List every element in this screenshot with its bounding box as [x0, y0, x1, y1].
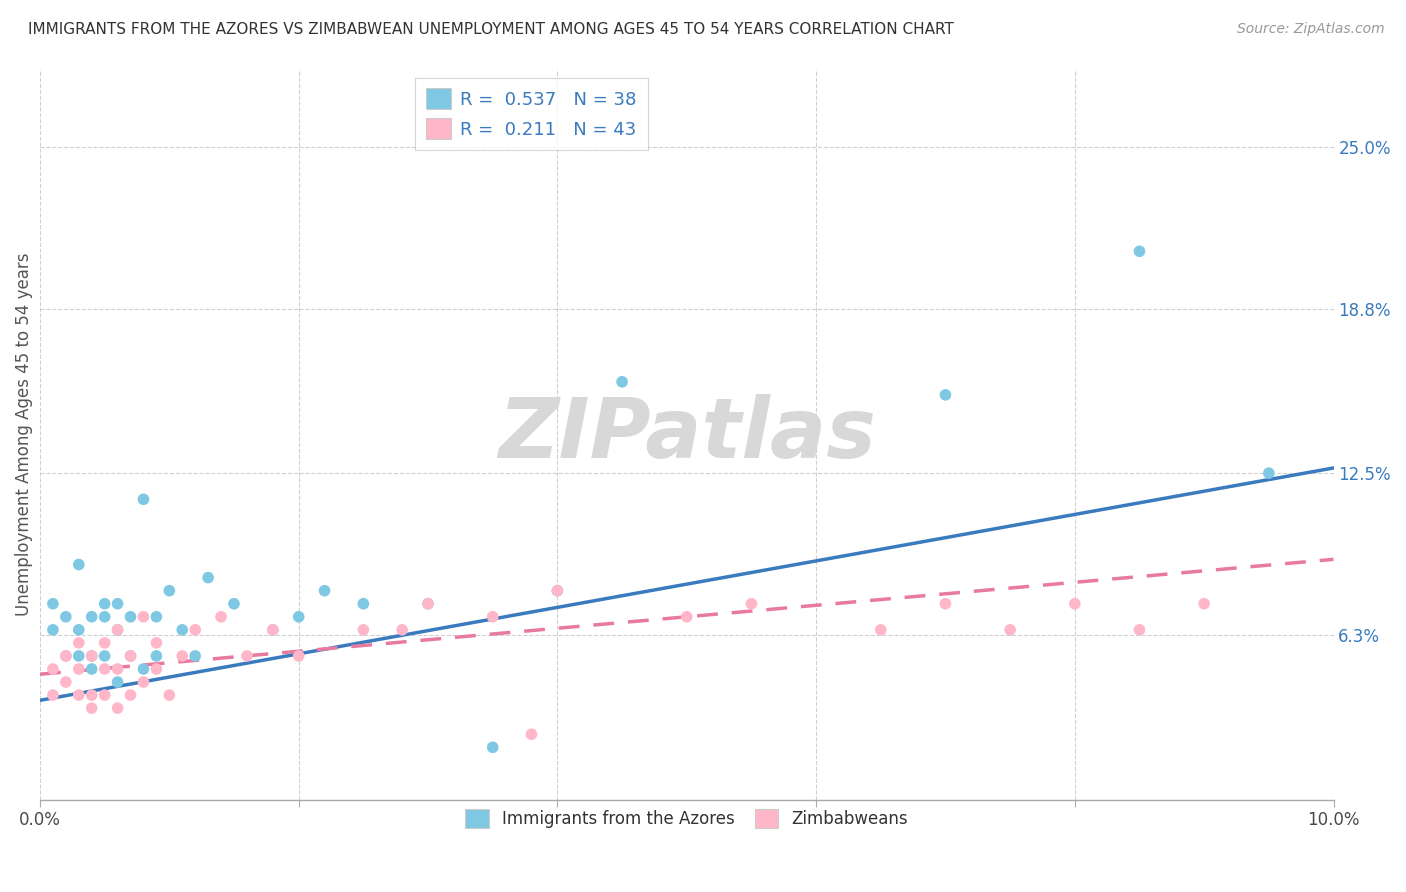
Point: [55, 675, 77, 690]
Point: [184, 623, 207, 637]
Point: [1192, 597, 1215, 611]
Point: [93, 688, 115, 702]
Point: [314, 583, 336, 598]
Point: [262, 623, 284, 637]
Point: [145, 609, 167, 624]
Point: [80, 648, 103, 663]
Point: [481, 609, 503, 624]
Point: [42, 662, 65, 676]
Legend: Immigrants from the Azores, Zimbabweans: Immigrants from the Azores, Zimbabweans: [458, 803, 915, 835]
Point: [132, 609, 155, 624]
Point: [391, 623, 413, 637]
Point: [55, 648, 77, 663]
Point: [262, 623, 284, 637]
Point: [145, 648, 167, 663]
Point: [675, 609, 697, 624]
Point: [93, 662, 115, 676]
Point: [67, 688, 90, 702]
Point: [120, 648, 142, 663]
Point: [869, 623, 891, 637]
Point: [80, 662, 103, 676]
Point: [1257, 466, 1279, 480]
Point: [172, 648, 194, 663]
Y-axis label: Unemployment Among Ages 45 to 54 years: Unemployment Among Ages 45 to 54 years: [15, 252, 32, 615]
Point: [157, 688, 180, 702]
Point: [740, 597, 762, 611]
Point: [42, 597, 65, 611]
Point: [197, 571, 219, 585]
Point: [157, 583, 180, 598]
Point: [120, 688, 142, 702]
Point: [352, 597, 374, 611]
Point: [1128, 244, 1150, 259]
Point: [934, 388, 956, 402]
Point: [416, 597, 439, 611]
Point: [42, 688, 65, 702]
Point: [80, 648, 103, 663]
Point: [184, 648, 207, 663]
Point: [209, 609, 232, 624]
Point: [80, 688, 103, 702]
Text: ZIPatlas: ZIPatlas: [498, 393, 876, 475]
Point: [120, 609, 142, 624]
Point: [42, 623, 65, 637]
Point: [352, 623, 374, 637]
Point: [520, 727, 543, 741]
Point: [67, 662, 90, 676]
Point: [610, 375, 633, 389]
Point: [145, 662, 167, 676]
Point: [107, 623, 129, 637]
Point: [93, 648, 115, 663]
Point: [934, 597, 956, 611]
Point: [546, 583, 568, 598]
Point: [546, 583, 568, 598]
Point: [67, 623, 90, 637]
Point: [222, 597, 245, 611]
Text: Source: ZipAtlas.com: Source: ZipAtlas.com: [1237, 22, 1385, 37]
Point: [416, 597, 439, 611]
Point: [107, 597, 129, 611]
Point: [93, 597, 115, 611]
Point: [145, 636, 167, 650]
Point: [67, 558, 90, 572]
Point: [107, 675, 129, 690]
Point: [132, 675, 155, 690]
Point: [132, 662, 155, 676]
Point: [287, 648, 309, 663]
Point: [67, 648, 90, 663]
Point: [55, 648, 77, 663]
Point: [120, 648, 142, 663]
Point: [1063, 597, 1085, 611]
Point: [80, 701, 103, 715]
Point: [107, 662, 129, 676]
Point: [67, 636, 90, 650]
Point: [287, 609, 309, 624]
Point: [107, 701, 129, 715]
Point: [998, 623, 1021, 637]
Point: [236, 648, 259, 663]
Point: [107, 623, 129, 637]
Point: [93, 609, 115, 624]
Point: [172, 623, 194, 637]
Point: [132, 492, 155, 507]
Point: [80, 609, 103, 624]
Point: [55, 609, 77, 624]
Point: [481, 740, 503, 755]
Point: [93, 636, 115, 650]
Point: [1128, 623, 1150, 637]
Text: IMMIGRANTS FROM THE AZORES VS ZIMBABWEAN UNEMPLOYMENT AMONG AGES 45 TO 54 YEARS : IMMIGRANTS FROM THE AZORES VS ZIMBABWEAN…: [28, 22, 955, 37]
